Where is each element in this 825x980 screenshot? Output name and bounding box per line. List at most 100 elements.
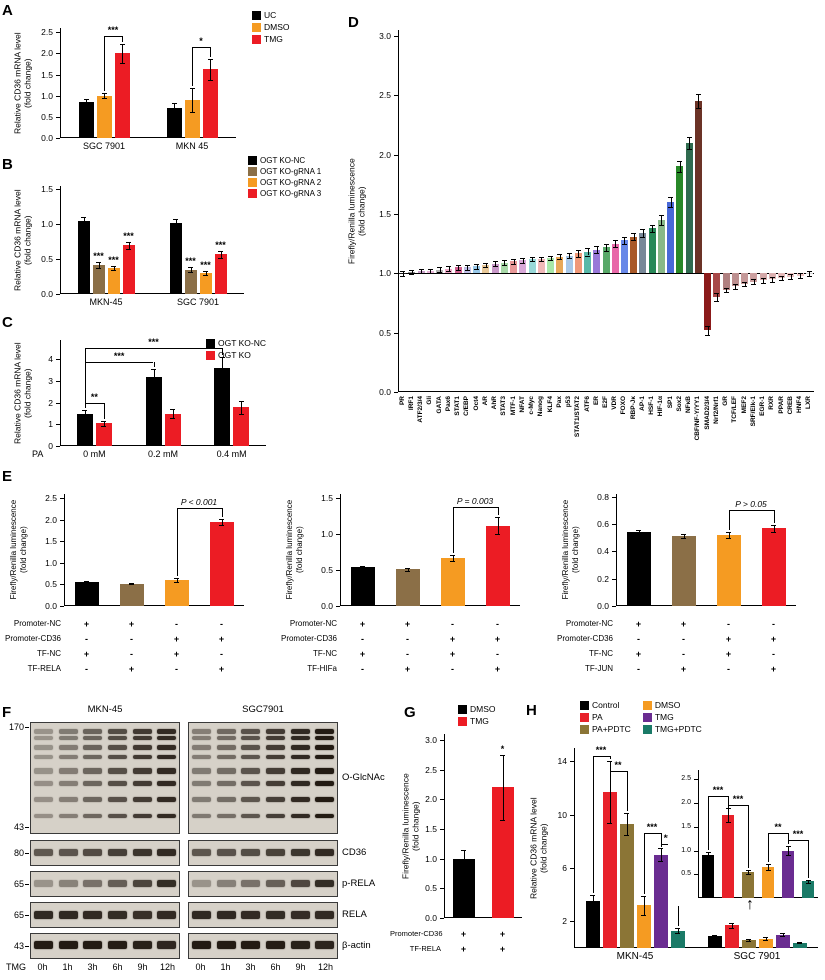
mw-marker: 43 [13, 940, 24, 951]
significance-bracket-leg [626, 770, 628, 812]
y-axis-tick [60, 606, 64, 607]
bar [653, 854, 668, 948]
time-label: 3h [87, 962, 98, 972]
error-bar-cap [203, 271, 208, 272]
legend-swatch [248, 189, 257, 198]
bar [792, 942, 807, 948]
error-bar-cap [81, 216, 86, 218]
bar [636, 905, 651, 948]
legend-label: Control [592, 700, 620, 710]
y-axis-tick-label: 1.0 [41, 219, 53, 230]
error-bar-cap [129, 584, 134, 586]
y-axis-tick [612, 496, 616, 498]
y-axis-tick [394, 332, 398, 334]
y-axis-tick-label: 0.5 [41, 254, 53, 265]
bar [233, 407, 250, 446]
x-group-label: MKN-45 [616, 951, 654, 962]
bar [574, 253, 582, 274]
significance-bracket-leg [660, 833, 662, 846]
bar [670, 930, 685, 948]
cell-line-header: MKN-45 [87, 704, 123, 715]
error-bar-cap [780, 933, 785, 935]
legend-item: DMSO [252, 22, 290, 32]
panel-h-main-chart: 2 6 10 14 Relative CD36 mRNA level (fold cha… [524, 700, 824, 980]
legend-item: DMSO [642, 700, 702, 710]
bar [452, 858, 475, 918]
bar [164, 580, 189, 606]
error-bar [463, 849, 465, 868]
blot-band [107, 755, 127, 760]
tf-label: RXR [768, 396, 776, 410]
plot-frame [64, 494, 244, 606]
error-bar [407, 567, 409, 571]
x-axis-prefix: PA [32, 449, 44, 459]
bar [445, 268, 453, 274]
y-axis-tick-label: 2.0 [379, 149, 391, 160]
error-bar-cap [705, 859, 711, 861]
y-axis-tick-label: 0.5 [41, 111, 53, 122]
significance-stars: *** [215, 239, 226, 250]
error-bar-cap [658, 224, 664, 226]
error-bar-cap [712, 937, 717, 939]
blot-band [241, 910, 261, 919]
matrix-cell: - [682, 633, 685, 644]
blot-band [241, 736, 261, 741]
blot-band [265, 755, 285, 760]
tf-label: AP-1 [638, 396, 646, 411]
significance-bracket [728, 510, 774, 512]
error-bar [550, 255, 552, 261]
error-bar [532, 256, 534, 262]
error-bar [402, 270, 404, 276]
y-axis-tick [56, 95, 60, 97]
significance-bracket-leg [104, 35, 105, 92]
y-axis-tick-label: 1.0 [45, 557, 57, 568]
blot-band [33, 736, 53, 741]
bar [184, 99, 200, 138]
blot-box [30, 722, 180, 834]
blot-band [33, 849, 53, 857]
significance-bracket-leg [609, 756, 611, 760]
y-axis-tick [612, 578, 616, 580]
panel-e-chart-rela: 0.0 0.5 1.0 1.5 2.0 2.5 Firefly/Renilla lumine… [4, 468, 272, 698]
y-axis-tick [440, 858, 444, 860]
error-bar [103, 420, 105, 426]
error-bar-cap [418, 273, 424, 275]
error-bar-cap [188, 266, 193, 268]
error-bar-cap [126, 241, 131, 243]
error-bar [578, 249, 580, 257]
error-bar-cap [437, 267, 443, 269]
significance-bracket-leg [497, 506, 499, 515]
matrix-cell: + [218, 663, 225, 674]
x-group-label: 0 mM [83, 449, 106, 459]
blot-band [132, 728, 152, 734]
bar [169, 222, 182, 294]
error-bar-cap [785, 854, 791, 856]
blot-band [191, 796, 211, 802]
blot-band [33, 796, 53, 802]
blot-band [107, 849, 127, 857]
bar [122, 245, 135, 294]
blot-band [157, 813, 177, 818]
blot-band [216, 767, 236, 774]
legend-item: OGT KO-NC [248, 156, 321, 165]
matrix-cell: + [770, 633, 777, 644]
error-bar-cap [409, 269, 415, 271]
blot-band [33, 910, 53, 919]
error-bar [638, 530, 640, 535]
matrix-cell: + [499, 943, 506, 954]
matrix-row: TF-NC + - + - [4, 646, 244, 661]
error-bar [773, 524, 775, 532]
error-bar [502, 754, 504, 821]
error-bar-cap [751, 279, 757, 281]
blot-band [132, 736, 152, 741]
blot-band [191, 755, 211, 760]
panel-d-tf-array-chart: 0.0 0.5 1.0 1.5 2.0 2.5 3.0 Firefly/Renilla lum… [336, 4, 824, 466]
tf-label: AhR [491, 396, 499, 410]
significance-bracket [192, 47, 210, 49]
error-bar-cap [788, 279, 794, 281]
matrix-cell: - [361, 633, 364, 644]
error-bar-cap [238, 413, 244, 415]
blot-band [290, 745, 310, 751]
y-axis-tick [60, 541, 64, 543]
matrix-cell: - [175, 618, 178, 629]
